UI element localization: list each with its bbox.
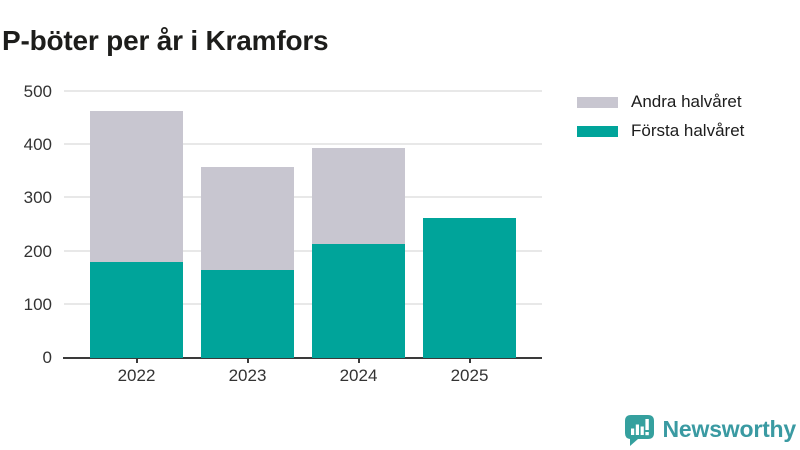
bar-2025 — [423, 218, 516, 358]
x-axis-tick — [357, 358, 360, 363]
legend-item: Andra halvåret — [577, 92, 744, 112]
x-tick-label: 2024 — [339, 366, 378, 385]
bar-2022 — [90, 110, 183, 358]
x-axis-tick — [135, 358, 138, 363]
bar-segment-andra-halvåret — [90, 110, 183, 263]
y-tick-label: 100 — [23, 294, 52, 314]
newsworthy-logo[interactable]: Newsworthy — [623, 413, 796, 446]
x-tick-label: 2025 — [450, 366, 489, 385]
legend-item: Första halvåret — [577, 121, 744, 141]
chart-legend: Andra halvåret Första halvåret — [577, 92, 744, 150]
bar-segment-första-halvåret — [201, 270, 294, 358]
y-tick-label: 300 — [23, 188, 52, 208]
page-title: P-böter per år i Kramfors — [2, 24, 329, 56]
y-gridline — [64, 90, 542, 93]
x-axis-tick — [468, 358, 471, 363]
x-axis-line — [63, 356, 542, 359]
bar-segment-första-halvåret — [312, 243, 405, 358]
y-gridline — [64, 249, 542, 252]
bar-2023 — [201, 167, 294, 358]
y-tick-label: 400 — [23, 135, 52, 155]
bar-chart-speech-bubble-icon — [624, 415, 654, 446]
bar-segment-andra-halvåret — [201, 167, 294, 271]
legend-label: Första halvåret — [631, 121, 745, 140]
x-tick-label: 2023 — [228, 366, 267, 385]
y-gridline — [64, 302, 542, 305]
legend-swatch — [577, 96, 618, 108]
legend-swatch — [577, 125, 618, 137]
x-axis-tick — [246, 358, 249, 363]
x-tick-label: 2022 — [117, 366, 156, 385]
y-tick-label: 0 — [42, 348, 52, 367]
y-tick-label: 500 — [23, 82, 52, 102]
bar-segment-första-halvåret — [90, 262, 183, 358]
newsworthy-wordmark: Newsworthy — [662, 416, 797, 442]
bar-segment-första-halvåret — [423, 218, 516, 358]
bar-2024 — [312, 148, 405, 358]
chart-plot-area: 0 100 200 300 400 500 2022 2023 2024 2025 — [24, 82, 542, 385]
bar-segment-andra-halvåret — [312, 148, 405, 244]
y-gridline — [64, 143, 542, 146]
y-tick-label: 200 — [23, 241, 52, 261]
legend-label: Andra halvåret — [631, 92, 742, 111]
y-gridline — [64, 196, 542, 199]
